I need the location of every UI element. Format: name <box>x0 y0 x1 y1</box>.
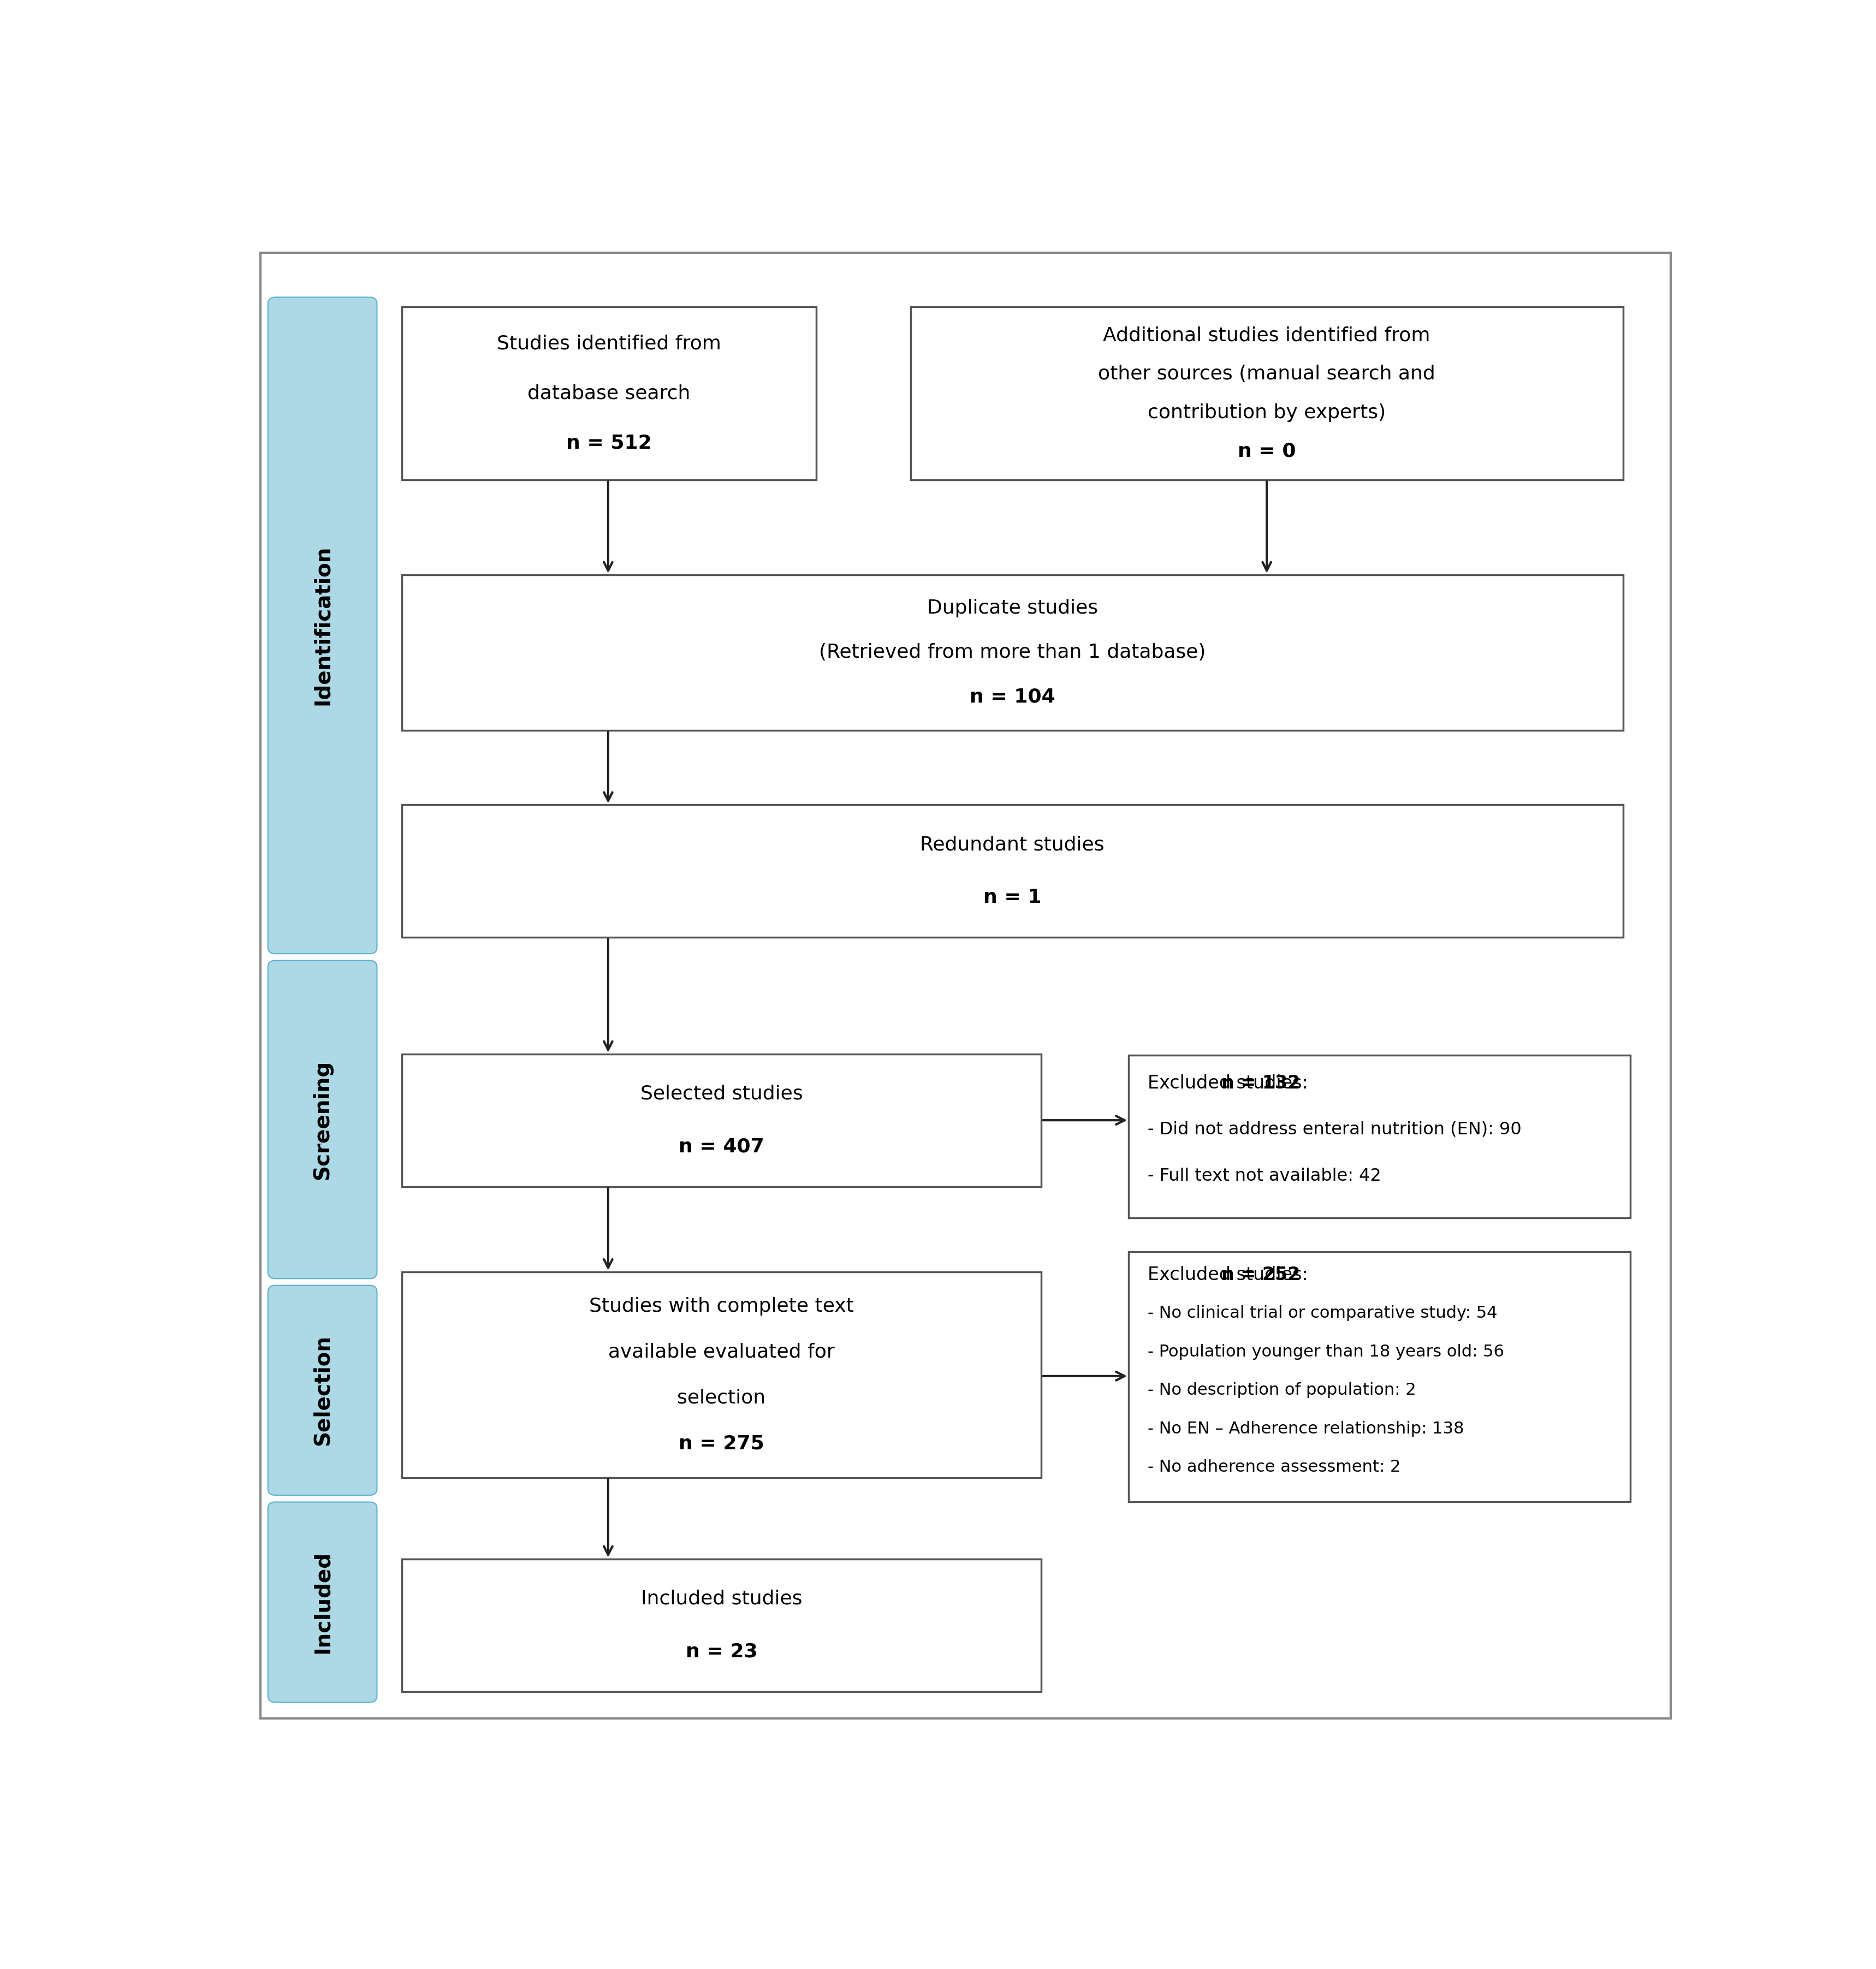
Text: - Population younger than 18 years old: 56: - Population younger than 18 years old: … <box>1148 1343 1505 1361</box>
FancyBboxPatch shape <box>401 1272 1041 1477</box>
Text: selection: selection <box>677 1388 765 1408</box>
Text: available evaluated for: available evaluated for <box>608 1343 835 1361</box>
Text: - Full text not available: 42: - Full text not available: 42 <box>1148 1168 1381 1185</box>
Text: contribution by experts): contribution by experts) <box>1148 404 1386 421</box>
Text: Included: Included <box>311 1552 332 1654</box>
Text: Excluded studies:: Excluded studies: <box>1148 1075 1313 1093</box>
FancyBboxPatch shape <box>1129 1055 1630 1217</box>
FancyBboxPatch shape <box>268 297 377 953</box>
Text: Studies identified from: Studies identified from <box>497 335 720 352</box>
Text: n = 132: n = 132 <box>1221 1075 1300 1093</box>
Text: - No clinical trial or comparative study: 54: - No clinical trial or comparative study… <box>1148 1305 1497 1321</box>
Text: - No adherence assessment: 2: - No adherence assessment: 2 <box>1148 1459 1401 1475</box>
Text: n = 23: n = 23 <box>685 1642 758 1662</box>
FancyBboxPatch shape <box>401 307 816 480</box>
Text: Studies with complete text: Studies with complete text <box>589 1298 854 1315</box>
FancyBboxPatch shape <box>401 1053 1041 1187</box>
FancyBboxPatch shape <box>401 575 1623 730</box>
Text: Additional studies identified from: Additional studies identified from <box>1103 327 1430 345</box>
Text: n = 252: n = 252 <box>1221 1266 1300 1284</box>
Text: Selected studies: Selected studies <box>640 1085 803 1103</box>
Text: Duplicate studies: Duplicate studies <box>927 599 1097 618</box>
FancyBboxPatch shape <box>261 252 1672 1719</box>
Text: Selection: Selection <box>311 1335 332 1445</box>
Text: Screening: Screening <box>311 1059 332 1179</box>
Text: Included studies: Included studies <box>642 1589 803 1609</box>
FancyBboxPatch shape <box>401 1559 1041 1691</box>
Text: - No description of population: 2: - No description of population: 2 <box>1148 1382 1416 1398</box>
Text: n = 275: n = 275 <box>679 1433 764 1453</box>
Text: n = 104: n = 104 <box>970 687 1054 707</box>
Text: database search: database search <box>527 384 690 402</box>
Text: - Did not address enteral nutrition (EN): 90: - Did not address enteral nutrition (EN)… <box>1148 1120 1521 1138</box>
Text: n = 0: n = 0 <box>1238 441 1296 461</box>
Text: other sources (manual search and: other sources (manual search and <box>1097 364 1435 384</box>
Text: (Retrieved from more than 1 database): (Retrieved from more than 1 database) <box>820 644 1206 662</box>
FancyBboxPatch shape <box>910 307 1623 480</box>
Text: n = 512: n = 512 <box>567 433 651 453</box>
FancyBboxPatch shape <box>1129 1252 1630 1502</box>
FancyBboxPatch shape <box>268 1502 377 1703</box>
FancyBboxPatch shape <box>268 961 377 1278</box>
Text: Redundant studies: Redundant studies <box>921 835 1105 855</box>
FancyBboxPatch shape <box>401 805 1623 937</box>
Text: Excluded studies:: Excluded studies: <box>1148 1266 1313 1284</box>
Text: n = 1: n = 1 <box>983 888 1041 908</box>
Text: n = 407: n = 407 <box>679 1138 764 1156</box>
Text: Identification: Identification <box>311 545 332 705</box>
Text: - No EN – Adherence relationship: 138: - No EN – Adherence relationship: 138 <box>1148 1422 1463 1437</box>
FancyBboxPatch shape <box>268 1286 377 1494</box>
